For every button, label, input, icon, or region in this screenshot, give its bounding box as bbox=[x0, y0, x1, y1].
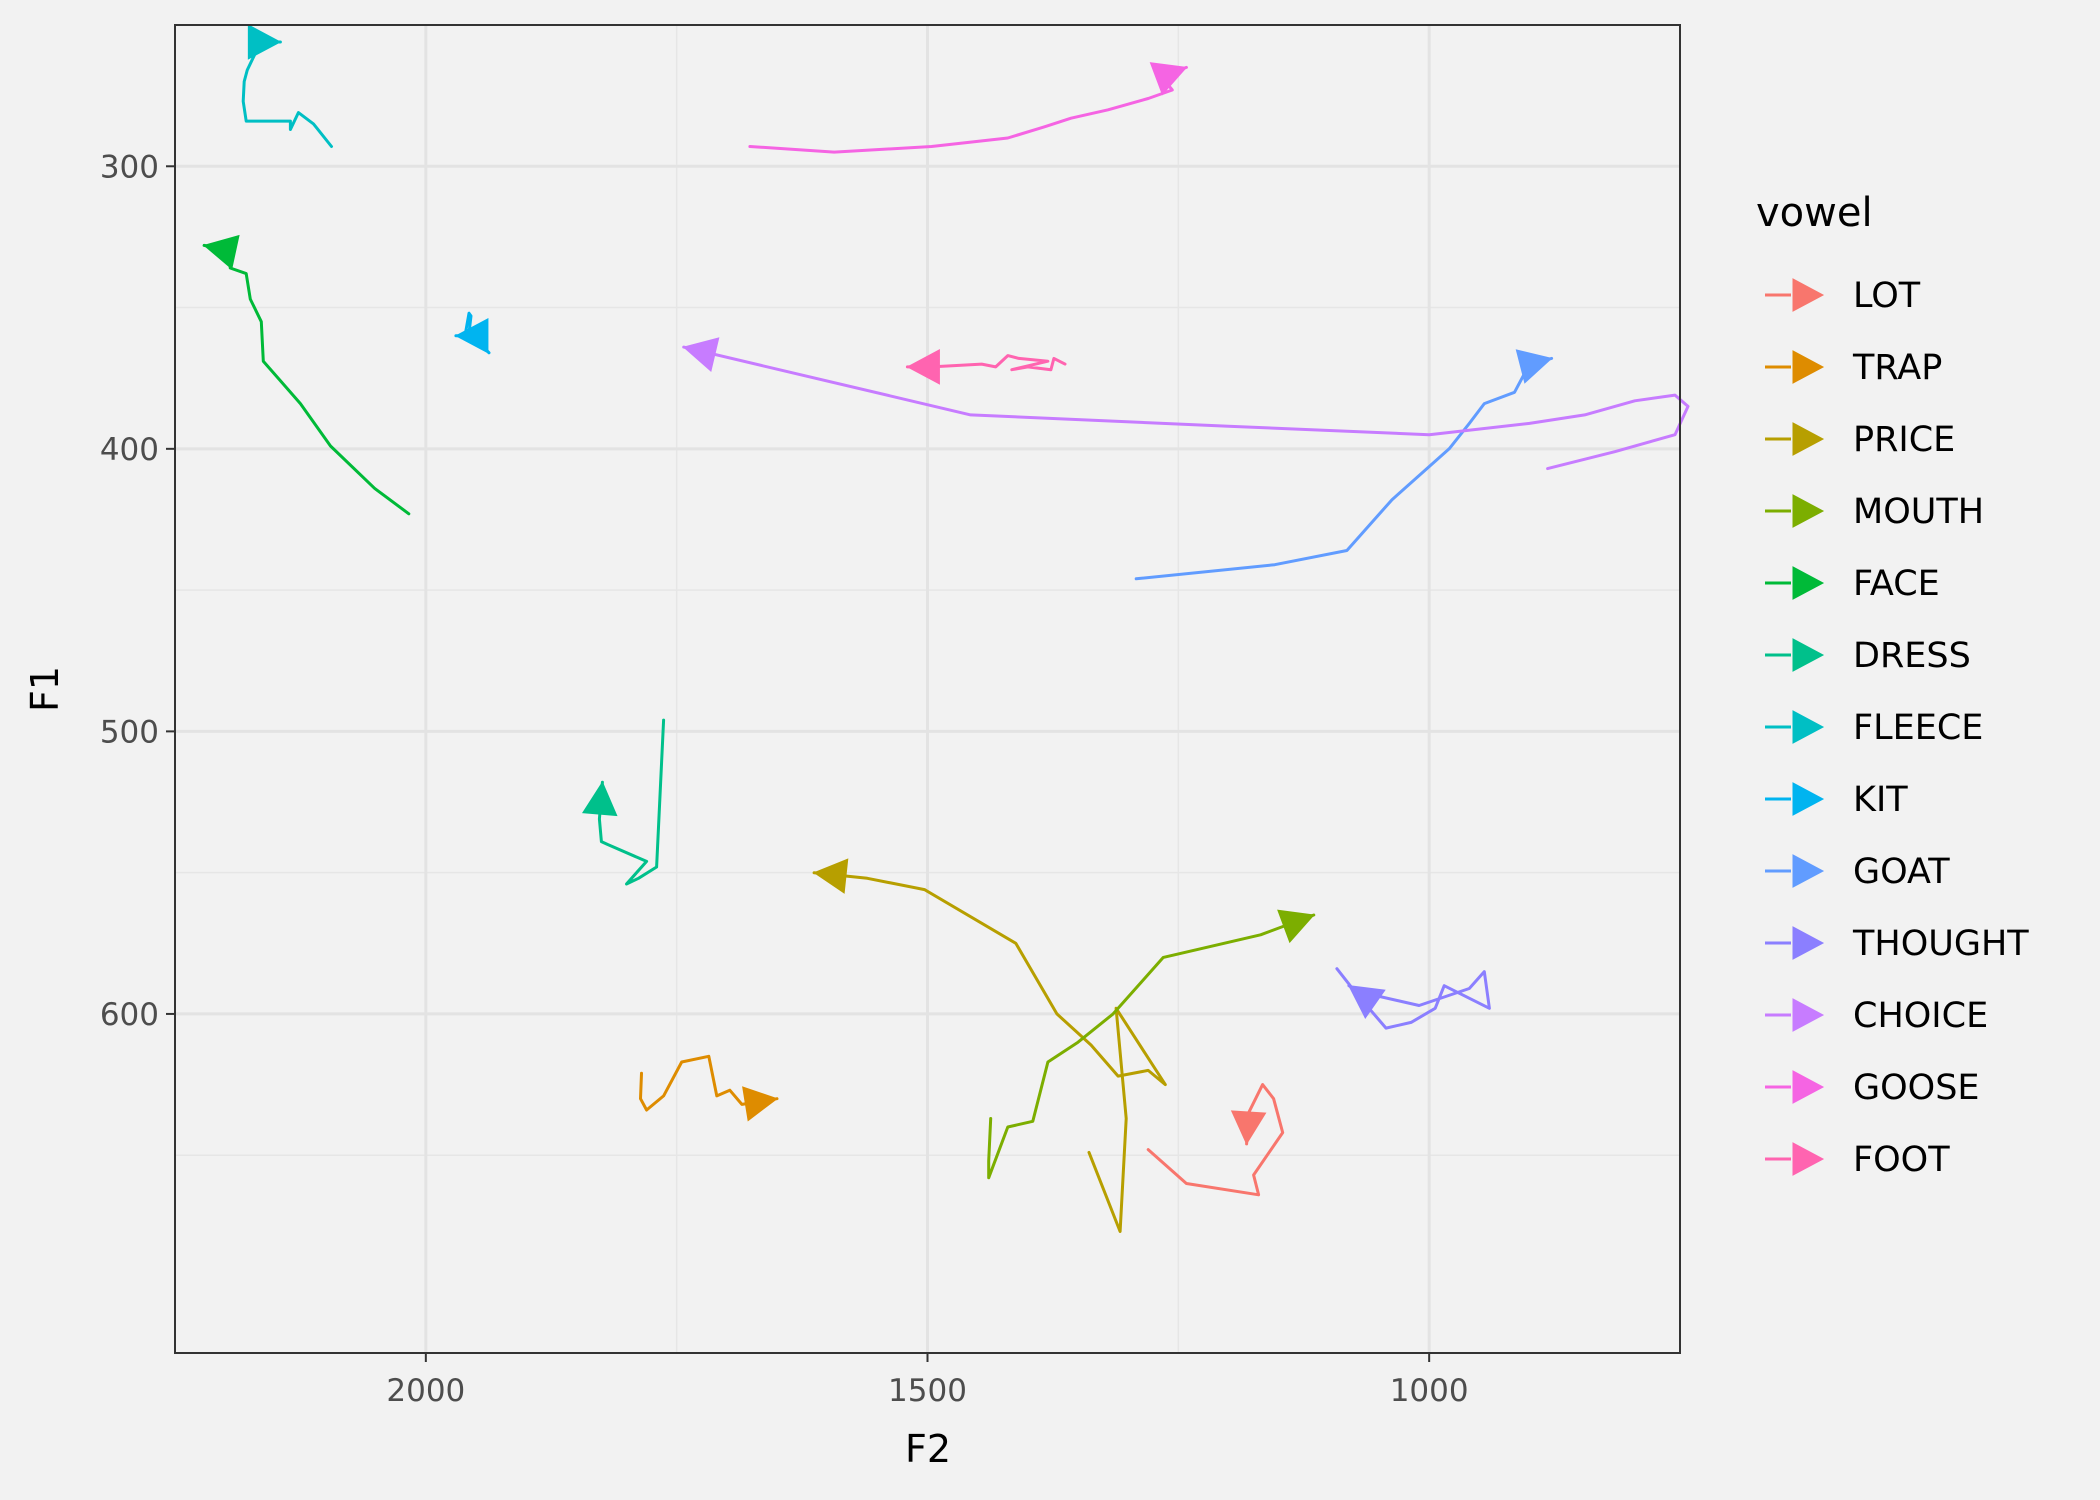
arrowhead-choice bbox=[682, 337, 720, 372]
legend-key-trap bbox=[1765, 350, 1825, 384]
legend-label-mouth: MOUTH bbox=[1853, 492, 1984, 532]
arrowhead-fleece bbox=[247, 24, 282, 60]
legend-label-kit: KIT bbox=[1853, 780, 1908, 820]
legend-label-trap: TRAP bbox=[1852, 348, 1942, 388]
legend-label-thought: THOUGHT bbox=[1852, 924, 2029, 964]
legend-key-arrow bbox=[1792, 566, 1825, 600]
legend-title: vowel bbox=[1756, 190, 1873, 236]
series-layer bbox=[202, 24, 1690, 1233]
legend-label-choice: CHOICE bbox=[1853, 996, 1988, 1036]
series-price bbox=[812, 858, 1167, 1233]
series-line-mouth bbox=[987, 913, 1316, 1180]
legend-label-face: FACE bbox=[1853, 564, 1940, 604]
legend-label-lot: LOT bbox=[1853, 276, 1921, 316]
arrowhead-thought bbox=[1348, 985, 1386, 1019]
legend-key-kit bbox=[1765, 782, 1825, 816]
series-line-dress bbox=[597, 718, 666, 886]
arrowhead-face bbox=[203, 234, 240, 270]
legend-key-thought bbox=[1765, 926, 1825, 960]
legend-key-arrow bbox=[1792, 494, 1825, 528]
legend-key-lot bbox=[1765, 278, 1825, 312]
arrowhead-dress bbox=[581, 781, 618, 817]
legend-key-arrow bbox=[1792, 998, 1825, 1032]
series-lot bbox=[1146, 1083, 1285, 1197]
arrowhead-mouth bbox=[1277, 909, 1315, 944]
series-line-lot bbox=[1146, 1083, 1285, 1197]
x-axis-title: F2 bbox=[905, 1427, 951, 1471]
arrowhead-kit bbox=[454, 317, 489, 354]
legend-label-foot: FOOT bbox=[1853, 1140, 1950, 1180]
legend-key-arrow bbox=[1792, 710, 1825, 744]
series-line-choice bbox=[682, 345, 1690, 471]
arrowhead-goat bbox=[1515, 349, 1553, 384]
y-tick-label: 500 bbox=[100, 714, 159, 750]
legend-key-arrow bbox=[1792, 278, 1825, 312]
series-line-goat bbox=[1134, 356, 1554, 581]
y-axis-title: F1 bbox=[23, 666, 67, 712]
x-tick-label: 2000 bbox=[386, 1373, 465, 1409]
legend-key-face bbox=[1765, 566, 1825, 600]
series-face bbox=[202, 234, 411, 516]
x-tick-label: 1500 bbox=[888, 1373, 967, 1409]
legend-key-mouth bbox=[1765, 494, 1825, 528]
legend-key-arrow bbox=[1792, 350, 1825, 384]
legend-key-dress bbox=[1765, 638, 1825, 672]
legend-key-fleece bbox=[1765, 710, 1825, 744]
series-thought bbox=[1335, 967, 1491, 1030]
legend-key-price bbox=[1765, 422, 1825, 456]
legend-label-price: PRICE bbox=[1853, 420, 1955, 460]
legend-key-arrow bbox=[1792, 926, 1825, 960]
series-line-thought bbox=[1335, 967, 1491, 1030]
legend-key-arrow bbox=[1792, 638, 1825, 672]
series-choice bbox=[682, 337, 1690, 471]
y-tick-label: 600 bbox=[100, 997, 159, 1033]
legend-key-foot bbox=[1765, 1142, 1825, 1176]
legend-key-arrow bbox=[1792, 782, 1825, 816]
arrowhead-goose bbox=[1149, 62, 1188, 96]
series-trap bbox=[639, 1054, 779, 1122]
x-tick-label: 1000 bbox=[1390, 1373, 1469, 1409]
series-foot bbox=[905, 349, 1067, 385]
legend-key-arrow bbox=[1792, 422, 1825, 456]
axes: 2000 1500 1000 300 400 500 600 bbox=[100, 149, 1469, 1409]
series-line-price bbox=[812, 871, 1167, 1233]
series-line-trap bbox=[639, 1054, 779, 1112]
arrowhead-lot bbox=[1230, 1110, 1267, 1145]
series-goose bbox=[748, 62, 1188, 154]
legend-key-goat bbox=[1765, 854, 1825, 888]
series-goat bbox=[1134, 349, 1554, 581]
series-mouth bbox=[987, 909, 1316, 1180]
legend-key-arrow bbox=[1792, 1142, 1825, 1176]
series-fleece bbox=[241, 24, 333, 148]
y-tick-label: 400 bbox=[100, 432, 159, 468]
legend-key-arrow bbox=[1792, 854, 1825, 888]
legend-label-goose: GOOSE bbox=[1853, 1068, 1980, 1108]
series-dress bbox=[581, 718, 666, 886]
legend-key-arrow bbox=[1792, 1070, 1825, 1104]
arrowhead-trap bbox=[742, 1086, 779, 1122]
legend: vowel LOT TRAP PRICE MOUTH FACE DRESS FLEECE KI… bbox=[1756, 190, 2029, 1180]
legend-label-goat: GOAT bbox=[1853, 852, 1950, 892]
legend-key-choice bbox=[1765, 998, 1825, 1032]
legend-label-fleece: FLEECE bbox=[1853, 708, 1983, 748]
y-tick-label: 300 bbox=[100, 149, 159, 185]
legend-label-dress: DRESS bbox=[1853, 636, 1971, 676]
arrowhead-foot bbox=[906, 349, 940, 385]
grid bbox=[175, 25, 1680, 1353]
series-kit bbox=[454, 311, 491, 355]
series-line-foot bbox=[905, 354, 1067, 372]
legend-key-goose bbox=[1765, 1070, 1825, 1104]
arrowhead-price bbox=[813, 858, 849, 894]
